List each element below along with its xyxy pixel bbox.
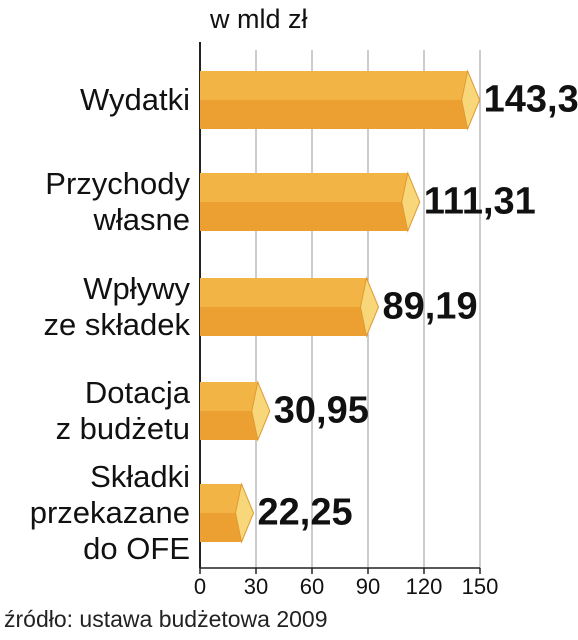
bar-bottom [200, 307, 367, 336]
category-label: Dotacja z budżetu [55, 375, 190, 446]
bar-top [200, 71, 468, 100]
value-label: 30,95 [273, 389, 369, 432]
bar-tip [235, 482, 255, 544]
bar-bottom [200, 513, 242, 542]
x-tick-label: 30 [243, 574, 269, 599]
value-label: 89,19 [382, 285, 478, 328]
bar-tip [359, 276, 380, 338]
x-tick-label: 90 [355, 574, 381, 599]
x-tick-label: 150 [461, 574, 499, 599]
bar-tip [401, 171, 421, 233]
bar-tip [461, 69, 481, 131]
category-label: Składki przekazane do OFE [29, 459, 190, 566]
bar-top [200, 173, 408, 202]
bar-bottom [200, 100, 468, 129]
bar [200, 482, 255, 544]
x-tick-label: 0 [193, 574, 207, 599]
bar [200, 380, 271, 442]
bar [200, 276, 380, 338]
category-label: Przychody własne [45, 166, 190, 237]
bar [200, 171, 421, 233]
bar-top [200, 484, 242, 513]
unit-label: w mld zł [210, 4, 308, 34]
bar-tip [251, 380, 271, 442]
value-label: 22,25 [257, 491, 353, 534]
bar [200, 69, 481, 131]
category-label: Wpływy ze składek [43, 271, 190, 342]
bar-bottom [200, 202, 408, 231]
bar-top [200, 382, 258, 411]
category-label: Wydatki [80, 82, 190, 117]
value-label: 143,37 [483, 78, 578, 121]
x-tick-label: 120 [405, 574, 443, 599]
source: źródło: ustawa budżetowa 2009 [4, 606, 328, 632]
value-label: 111,31 [423, 180, 536, 223]
bar-top [200, 278, 367, 307]
bar-bottom [200, 411, 258, 440]
x-tick-label: 60 [299, 574, 325, 599]
